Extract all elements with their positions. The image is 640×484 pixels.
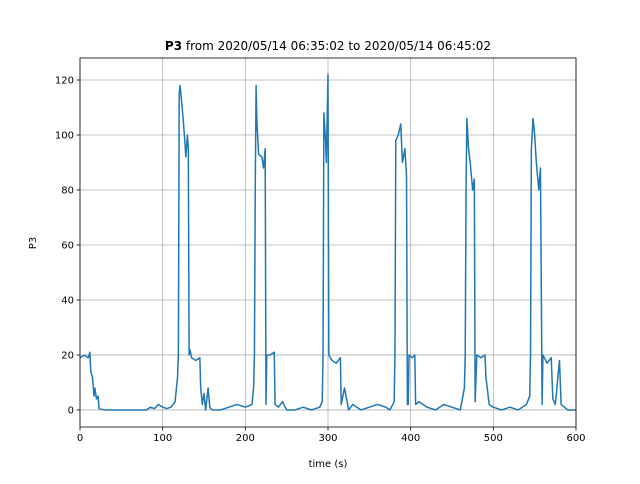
- x-tick-label: 600: [566, 433, 585, 444]
- x-tick-label: 100: [153, 433, 172, 444]
- y-tick-label: 100: [55, 130, 74, 141]
- y-tick-label: 0: [68, 405, 74, 416]
- x-tick-label: 400: [401, 433, 420, 444]
- data-line: [79, 73, 576, 411]
- y-tick-label: 40: [61, 295, 74, 306]
- title-rest: from 2020/05/14 06:35:02 to 2020/05/14 0…: [186, 39, 491, 53]
- x-tick-label: 500: [484, 433, 503, 444]
- title-name: P3: [165, 39, 182, 53]
- x-tick-label: 0: [77, 433, 83, 444]
- y-tick-label: 20: [61, 350, 74, 361]
- x-axis-label: time (s): [309, 459, 348, 470]
- x-tick-label: 200: [236, 433, 255, 444]
- y-tick-label: 80: [61, 185, 74, 196]
- x-tick-label: 300: [318, 433, 337, 444]
- y-tick-label: 120: [55, 75, 74, 86]
- chart-title: P3 from 2020/05/14 06:35:02 to 2020/05/1…: [165, 39, 491, 53]
- y-axis-label: P3: [28, 237, 39, 249]
- axes-frame: [79, 57, 577, 428]
- y-tick-label: 60: [61, 240, 74, 251]
